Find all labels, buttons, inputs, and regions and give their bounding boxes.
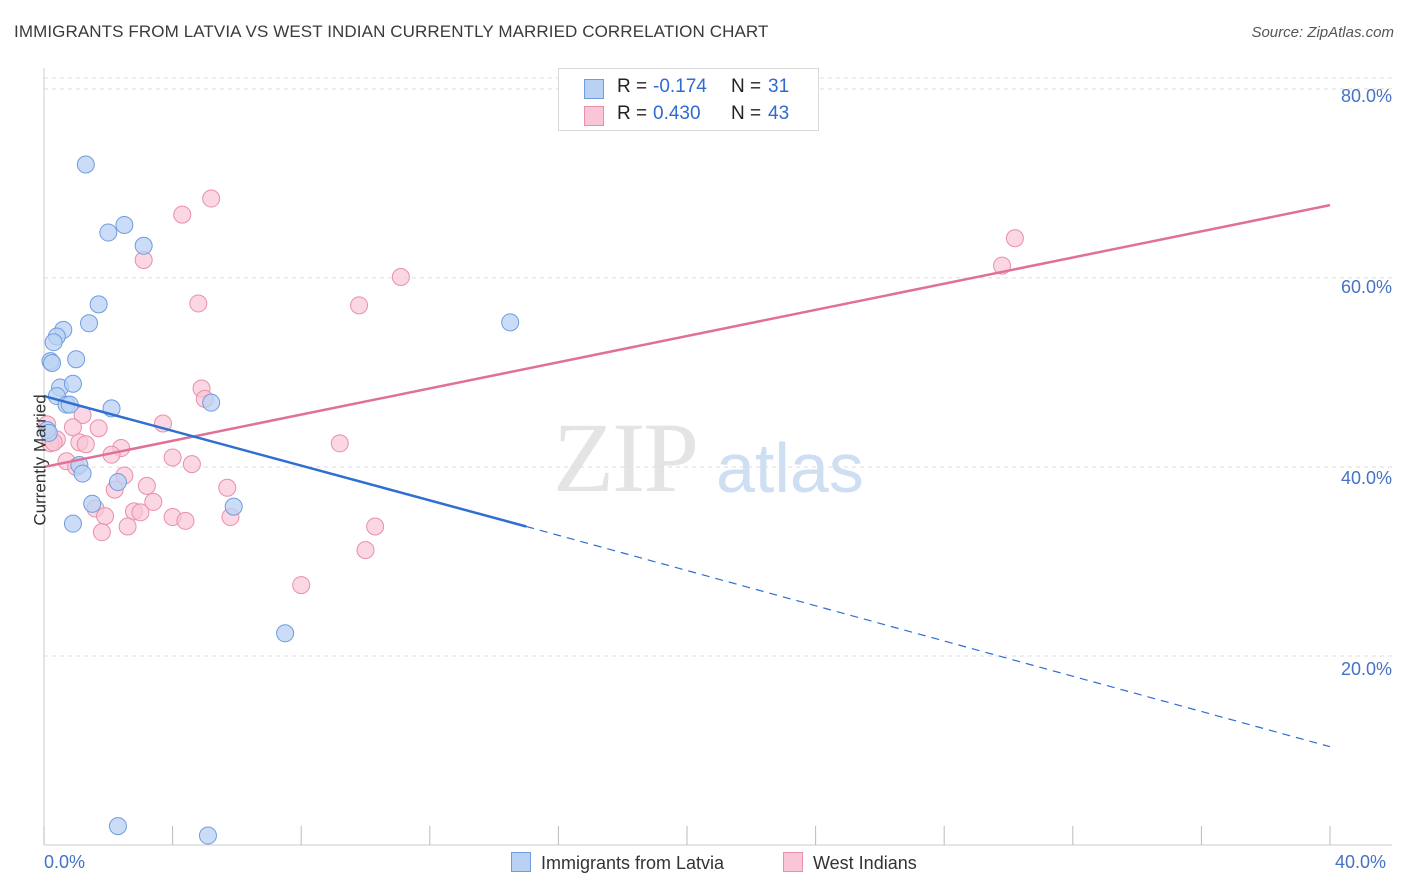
- west-indians-point: [76, 435, 95, 454]
- latvia-point: [198, 826, 217, 845]
- latvia-point: [43, 353, 62, 372]
- west-indians-point: [118, 517, 137, 536]
- y-tick-label-80: 80.0%: [1340, 86, 1392, 106]
- latvia-point: [202, 393, 221, 412]
- legend-r-label: R =: [617, 103, 648, 124]
- latvia-point: [63, 514, 82, 533]
- west-indians-point: [350, 296, 369, 315]
- legend-label-latvia: Immigrants from Latvia: [541, 853, 725, 873]
- latvia-point: [89, 295, 108, 314]
- y-axis-label: Currently Married: [30, 394, 50, 526]
- west-indians-point: [292, 576, 311, 595]
- west-indians-point: [131, 503, 150, 522]
- west-indians-point: [366, 517, 385, 536]
- west-indians-point: [137, 476, 156, 495]
- west-indians-point: [96, 507, 115, 526]
- legend-swatch-latvia: [584, 79, 604, 99]
- latvia-point: [67, 350, 86, 369]
- west-indians-point: [163, 448, 182, 467]
- bottom-legend-west-indians: West Indians: [783, 852, 917, 874]
- y-tick-label-60: 60.0%: [1340, 277, 1392, 297]
- west-indians-point: [1005, 229, 1024, 248]
- latvia-point: [76, 155, 95, 174]
- west-indians-point: [176, 511, 195, 530]
- legend-label-west-indians: West Indians: [813, 853, 917, 873]
- latvia-point: [501, 313, 520, 332]
- latvia-point: [108, 473, 127, 492]
- west-indians-trend-line: [43, 203, 1331, 469]
- west-indians-point: [63, 418, 82, 437]
- latvia-point: [134, 236, 153, 255]
- west-indians-point: [330, 434, 349, 453]
- latvia-point: [63, 374, 82, 393]
- legend-r-value: 0.430: [653, 103, 701, 124]
- latvia-trend-line: [43, 394, 527, 528]
- legend-n-value: 31: [768, 76, 790, 97]
- legend-r-value: -0.174: [653, 76, 707, 97]
- latvia-point: [73, 464, 92, 483]
- x-tick-label-min: 0.0%: [44, 852, 86, 872]
- west-indians-point: [189, 294, 208, 313]
- latvia-point: [83, 494, 102, 513]
- bottom-legend-latvia: Immigrants from Latvia: [511, 852, 724, 874]
- west-indians-point: [182, 455, 201, 474]
- legend-swatch-west-indians: [783, 852, 803, 872]
- latvia-point: [276, 624, 295, 643]
- legend-swatch-west-indians: [584, 106, 604, 126]
- latvia-point: [80, 314, 99, 333]
- latvia-point: [224, 497, 243, 516]
- y-tick-label-40: 40.0%: [1340, 468, 1392, 488]
- west-indians-point: [391, 267, 410, 286]
- west-indians-point: [92, 523, 111, 542]
- latvia-point: [39, 423, 58, 442]
- west-indians-point: [218, 478, 237, 497]
- stats-legend: R = -0.174 N = 31 R = 0.430 N = 43: [558, 68, 819, 131]
- west-indians-point: [173, 205, 192, 224]
- latvia-point: [44, 333, 63, 352]
- y-tick-label-20: 20.0%: [1340, 659, 1392, 679]
- chart-title: IMMIGRANTS FROM LATVIA VS WEST INDIAN CU…: [14, 22, 769, 41]
- latvia-point: [115, 216, 134, 234]
- watermark-atlas: atlas: [716, 429, 864, 507]
- legend-swatch-latvia: [511, 852, 531, 872]
- watermark-zip: ZIP: [553, 402, 699, 513]
- source-label: Source: ZipAtlas.com: [1251, 24, 1394, 41]
- x-tick-label-max: 40.0%: [1335, 852, 1387, 872]
- latvia-point: [108, 817, 127, 836]
- legend-r-label: R =: [617, 76, 648, 97]
- west-indians-point: [89, 419, 108, 438]
- legend-n-value: 43: [768, 103, 790, 124]
- west-indians-point: [144, 492, 163, 511]
- west-indians-point: [202, 189, 221, 208]
- latvia-trend-extension: [526, 525, 1331, 748]
- west-indians-point: [356, 541, 375, 560]
- legend-n-label: N =: [731, 103, 762, 124]
- latvia-point: [99, 223, 118, 242]
- legend-n-label: N =: [731, 76, 762, 97]
